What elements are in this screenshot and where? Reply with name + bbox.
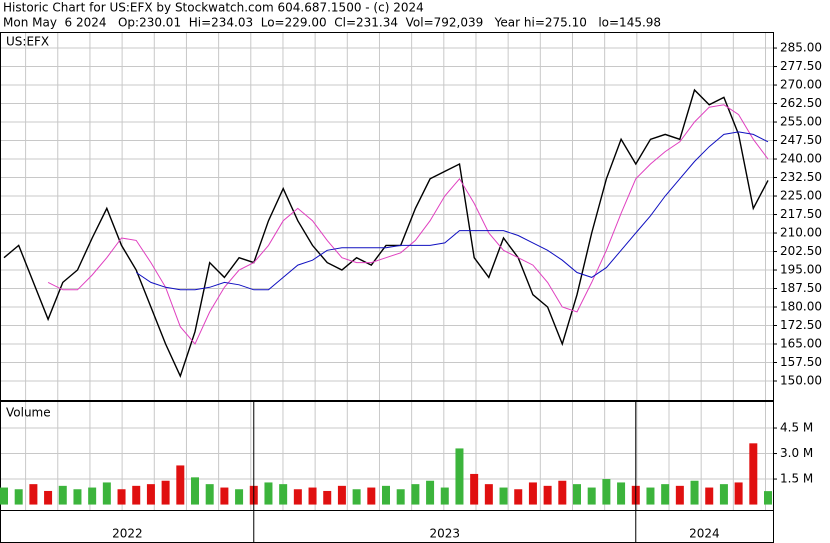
y-tick-label: 172.50	[780, 318, 822, 332]
y-tick-label: 262.50	[780, 96, 822, 110]
volume-bar	[58, 485, 67, 505]
x-tick-label: 2024	[689, 527, 720, 541]
volume-bar	[543, 485, 552, 505]
volume-bar	[29, 484, 38, 505]
volume-bar	[161, 480, 170, 505]
moving-average-line	[47, 104, 769, 345]
y-tick-label: 4.5 M	[780, 421, 813, 435]
y-tick-label: 210.00	[780, 226, 822, 240]
volume-bar	[573, 484, 581, 505]
volume-bar	[499, 487, 508, 505]
volume-bar	[88, 487, 97, 505]
volume-bar	[646, 487, 655, 505]
volume-bar	[44, 490, 53, 505]
y-tick-label: 202.50	[780, 244, 822, 258]
volume-bar	[661, 484, 670, 505]
x-tick-label: 2022	[112, 527, 143, 541]
volume-bar	[73, 489, 82, 505]
volume-bar	[749, 443, 758, 505]
volume-bar	[176, 465, 185, 505]
y-tick-label: 180.00	[780, 300, 822, 314]
price-panel-frame	[0, 32, 774, 401]
volume-bar	[602, 479, 611, 505]
volume-bar	[220, 487, 229, 505]
volume-bar	[690, 480, 699, 505]
volume-bar	[235, 489, 244, 505]
volume-bar	[0, 487, 8, 505]
symbol-label: US:EFX	[6, 35, 49, 49]
volume-bar	[132, 485, 141, 505]
volume-bar	[293, 489, 302, 505]
y-tick-label: 165.00	[780, 337, 822, 351]
volume-bar	[367, 487, 376, 505]
volume-label: Volume	[6, 406, 51, 420]
volume-bar	[426, 480, 435, 505]
volume-bar	[352, 489, 361, 505]
volume-bar	[455, 448, 464, 505]
volume-bar	[617, 482, 626, 505]
volume-bar	[484, 484, 493, 505]
y-tick-label: 157.50	[780, 355, 822, 369]
volume-bar	[587, 487, 596, 505]
volume-bar	[470, 473, 479, 505]
y-tick-label: 270.00	[780, 78, 822, 92]
volume-bar	[279, 484, 288, 505]
volume-bar	[14, 489, 23, 505]
moving-average-line	[135, 131, 769, 291]
y-tick-label: 247.50	[780, 133, 822, 147]
volume-bar	[705, 487, 714, 505]
volume-bar	[191, 477, 199, 505]
y-tick-label: 195.00	[780, 263, 822, 277]
volume-bar	[396, 489, 405, 505]
volume-bar	[323, 490, 332, 505]
volume-bar	[675, 485, 684, 505]
volume-bar	[440, 487, 449, 505]
volume-bar	[205, 484, 214, 505]
volume-bar	[411, 484, 420, 505]
y-tick-label: 255.00	[780, 115, 822, 129]
x-tick-label: 2023	[429, 527, 460, 541]
volume-bar	[528, 482, 537, 505]
y-tick-label: 3.0 M	[780, 446, 813, 460]
volume-bar	[719, 484, 728, 505]
volume-bar	[337, 485, 346, 505]
y-tick-label: 217.50	[780, 207, 822, 221]
y-tick-label: 240.00	[780, 152, 822, 166]
volume-bar	[264, 482, 273, 505]
volume-bar	[514, 489, 523, 505]
volume-bar	[558, 480, 567, 505]
volume-bar	[764, 491, 772, 505]
y-tick-label: 232.50	[780, 170, 822, 184]
volume-bar	[308, 487, 317, 505]
chart-subtitle: Mon May 6 2024 Op:230.01 Hi=234.03 Lo=22…	[3, 16, 661, 30]
y-tick-label: 225.00	[780, 189, 822, 203]
y-tick-label: 1.5 M	[780, 472, 813, 486]
y-tick-label: 277.50	[780, 59, 822, 73]
volume-bar	[734, 482, 743, 505]
volume-bar	[382, 485, 390, 505]
volume-bar	[102, 482, 111, 505]
volume-bar	[146, 484, 155, 505]
volume-bar	[117, 489, 126, 505]
chart-title: Historic Chart for US:EFX by Stockwatch.…	[3, 1, 424, 15]
y-tick-label: 187.50	[780, 281, 822, 295]
y-tick-label: 285.00	[780, 41, 822, 55]
y-tick-label: 150.00	[780, 374, 822, 388]
price-line	[3, 88, 769, 379]
